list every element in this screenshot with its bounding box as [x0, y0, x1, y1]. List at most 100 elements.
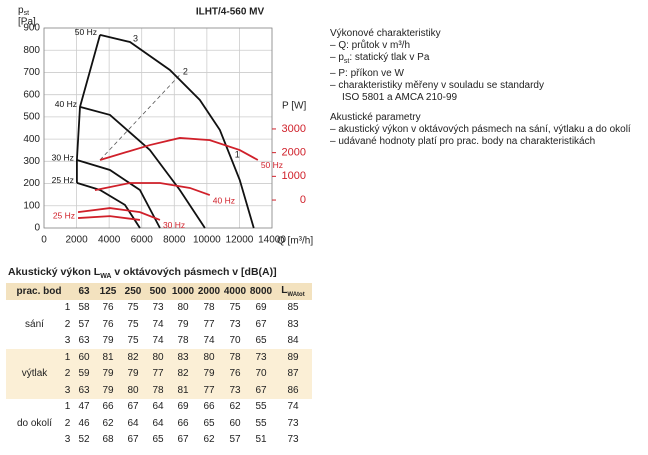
cell: 80: [196, 349, 222, 366]
cell: 66: [102, 401, 114, 413]
bullet: – pst: statický tlak v Pa: [330, 52, 640, 68]
cell: 65: [255, 335, 267, 347]
cell: 67: [127, 434, 139, 446]
data-row: 3 52 68 67 65 67 62 57 51 73: [6, 432, 312, 449]
cell: 74: [203, 335, 215, 347]
table-title: Akustický výkon LWA v oktávových pásmech…: [8, 266, 277, 280]
x-tick-label: 0: [41, 235, 47, 246]
header-cell: 8000: [248, 283, 274, 300]
cell: 73: [222, 382, 248, 399]
cell: 2: [64, 318, 71, 330]
x-tick-label: 8000: [163, 235, 186, 246]
bullet: ISO 5801 a AMCA 210-99: [342, 92, 458, 103]
cell: 83: [287, 318, 299, 330]
text-part: : statický tlak v Pa: [349, 52, 430, 63]
point-label: 2: [183, 66, 188, 76]
cell: 70: [248, 365, 274, 382]
cell: 84: [287, 335, 299, 347]
cell: 78: [222, 349, 248, 366]
cell: 3: [62, 382, 72, 399]
cell: 79: [102, 335, 114, 347]
curve-label: 25 Hz: [53, 210, 75, 220]
cell: 83: [170, 349, 196, 366]
cell: 55: [255, 401, 267, 413]
cell: 67: [177, 434, 189, 446]
cell: 3: [64, 434, 71, 446]
curve-label: 50 Hz: [261, 160, 283, 170]
series-line: [77, 215, 141, 221]
header-cell: 125: [96, 283, 120, 300]
cell: 73: [248, 349, 274, 366]
cell: 78: [203, 302, 215, 314]
y-label-symbol: p: [18, 5, 24, 16]
header-cell: 2000: [196, 283, 222, 300]
cell: 78: [146, 382, 170, 399]
cell: 80: [120, 382, 146, 399]
cell: 67: [255, 318, 267, 330]
cell: 79: [96, 382, 120, 399]
data-row: 3 63 79 80 78 81 77 73 67 86: [6, 382, 312, 399]
cell: 79: [177, 318, 189, 330]
x-tick-label: 4000: [98, 235, 121, 246]
header-cell: LWAtot: [274, 283, 312, 300]
series-line: [76, 159, 161, 229]
bullet: – Q: průtok v m³/h: [330, 40, 411, 51]
heading: Akustické parametry: [330, 112, 421, 123]
y-tick-label: 800: [23, 45, 40, 56]
cell: 76: [102, 318, 114, 330]
header-cell: 500: [146, 283, 170, 300]
bullet: – udávané hodnoty platí pro prac. body n…: [330, 136, 596, 147]
cell: 64: [152, 417, 164, 429]
data-row: do okolí 1 47 66 67 64 69 66 62 55 74: [6, 399, 312, 429]
y-tick-label: 400: [23, 134, 40, 145]
cell: 81: [96, 349, 120, 366]
plot-frame: [43, 27, 273, 229]
y2-tick-label: 2000: [282, 147, 306, 159]
cell: 52: [78, 434, 90, 446]
series-line: [79, 106, 206, 229]
cell: 80: [146, 349, 170, 366]
header-row: prac. bod 63 125 250 500 1000 2000 4000 8000 LWAt…: [6, 283, 312, 300]
bullet: – charakteristiky měřeny v souladu se st…: [330, 80, 544, 91]
cell: 46: [78, 417, 90, 429]
cell: 67: [248, 382, 274, 399]
y-tick-label: 500: [23, 112, 40, 123]
y-axis-unit: [Pa]: [18, 17, 36, 28]
cell: 58: [78, 302, 90, 314]
cell: 1: [62, 349, 72, 366]
cell: 2: [62, 365, 72, 382]
cell: 64: [127, 417, 139, 429]
cell: 77: [196, 382, 222, 399]
y-tick-label: 700: [23, 67, 40, 78]
y-label-sub: st: [24, 10, 30, 17]
curve-label: 40 Hz: [55, 99, 77, 109]
x-tick-label: 10000: [193, 235, 221, 246]
data-row: 2 46 62 64 64 66 65 60 55 73: [6, 415, 312, 432]
x-axis-label: Q [m³/h]: [277, 236, 313, 247]
text-part: – p: [330, 52, 344, 63]
cell: 51: [255, 434, 267, 446]
heading: Výkonové charakteristiky: [330, 28, 441, 39]
x-tick-label: 6000: [131, 235, 154, 246]
cell: 69: [255, 302, 267, 314]
cell: 67: [127, 401, 139, 413]
cell: 82: [120, 349, 146, 366]
group-cell: výtlak: [6, 349, 63, 399]
cell: 86: [274, 382, 312, 399]
curve-label: 30 Hz: [52, 152, 74, 162]
curve-label: 50 Hz: [75, 27, 97, 37]
cell: 65: [203, 417, 215, 429]
cell: 68: [102, 434, 114, 446]
series-line: [99, 137, 259, 161]
cell: 76: [222, 365, 248, 382]
cell: 60: [72, 349, 96, 366]
x-tick-label: 2000: [65, 235, 88, 246]
cell: 75: [127, 302, 139, 314]
y-tick-label: 900: [23, 23, 40, 34]
cell: 73: [152, 302, 164, 314]
x-tick-label: 12000: [226, 235, 254, 246]
description: Výkonové charakteristiky – Q: průtok v m³…: [330, 28, 640, 148]
cell: 77: [203, 318, 215, 330]
bullet: – P: příkon ve W: [330, 68, 404, 79]
cell: 79: [96, 365, 120, 382]
